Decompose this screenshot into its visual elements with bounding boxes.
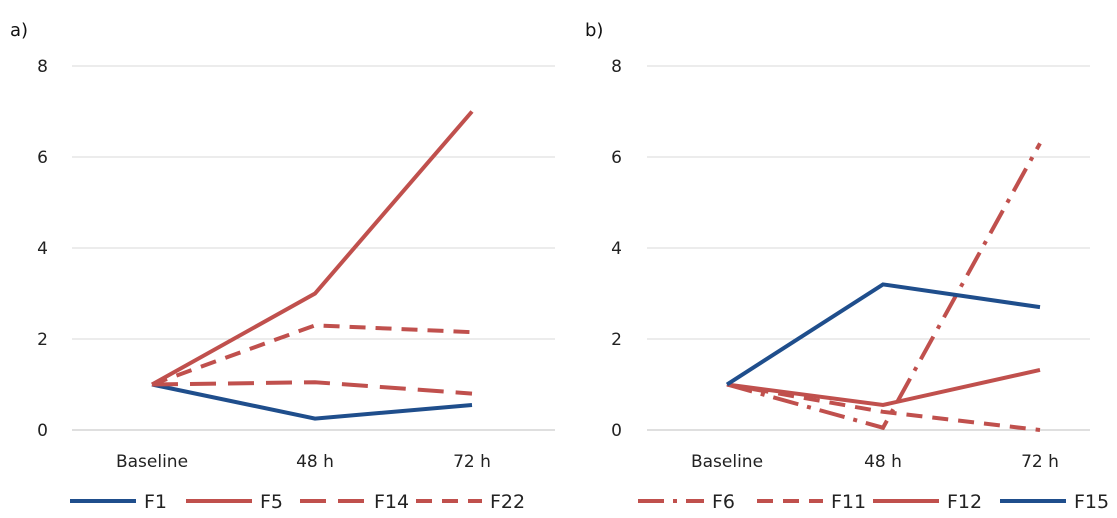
x-tick-label: 48 h bbox=[864, 452, 902, 472]
series-line-f6 bbox=[726, 142, 1042, 431]
panel-label: a) bbox=[10, 20, 28, 41]
legend-label-f5: F5 bbox=[260, 491, 283, 513]
series-line-f5 bbox=[151, 110, 474, 387]
legend-label-f6: F6 bbox=[712, 491, 735, 513]
series-line-f1 bbox=[151, 382, 473, 421]
x-tick-label: 48 h bbox=[296, 452, 334, 472]
legend-label-f22: F22 bbox=[490, 491, 525, 513]
chart-panel-a: a) 0 2 4 6 8 Baseline 48 h 72 h F1 F5 F14 F22 bbox=[10, 20, 555, 513]
legend-label-f15: F15 bbox=[1074, 491, 1109, 513]
y-tick-label: 8 bbox=[611, 57, 622, 77]
y-tick-label: 4 bbox=[611, 239, 622, 259]
series-line-f11 bbox=[726, 382, 1041, 432]
x-tick-label: 72 h bbox=[453, 452, 491, 472]
y-tick-label: 6 bbox=[37, 148, 48, 168]
legend-label-f14: F14 bbox=[374, 491, 409, 513]
y-tick-label: 2 bbox=[611, 330, 622, 350]
panel-label: b) bbox=[585, 20, 603, 41]
x-tick-label: Baseline bbox=[116, 452, 188, 472]
y-tick-label: 8 bbox=[37, 57, 48, 77]
series-line-f14 bbox=[151, 380, 473, 396]
y-tick-label: 4 bbox=[37, 239, 48, 259]
legend-label-f12: F12 bbox=[947, 491, 982, 513]
series-line-f15 bbox=[725, 282, 1041, 387]
y-tick-label: 2 bbox=[37, 330, 48, 350]
legend-label-f11: F11 bbox=[831, 491, 866, 513]
series-line-f22 bbox=[151, 323, 473, 387]
y-tick-label: 6 bbox=[611, 148, 622, 168]
series-line-f12 bbox=[726, 367, 1041, 408]
x-tick-label: 72 h bbox=[1021, 452, 1059, 472]
y-tick-label: 0 bbox=[37, 421, 48, 441]
x-tick-label: Baseline bbox=[691, 452, 763, 472]
chart-panel-b: b) 0 2 4 6 8 Baseline 48 h 72 h F6 F11 F12 F15 bbox=[585, 20, 1109, 513]
legend-label-f1: F1 bbox=[144, 491, 167, 513]
y-tick-label: 0 bbox=[611, 421, 622, 441]
